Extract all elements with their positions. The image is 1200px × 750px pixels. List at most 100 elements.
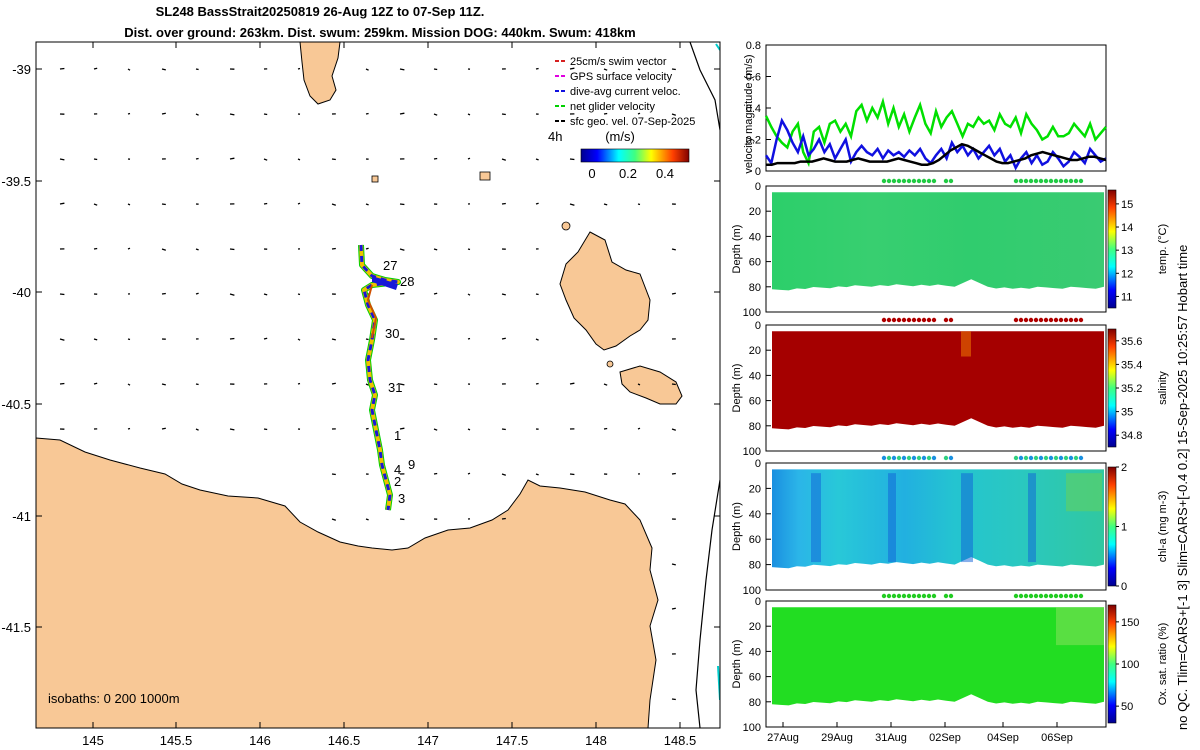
surface-sample-dot — [926, 593, 932, 599]
speed-colorbar-tick: 0.4 — [656, 166, 674, 181]
surface-velocity-arrow — [263, 113, 268, 116]
surface-sample-dot — [921, 317, 927, 323]
surface-velocity-arrow — [637, 203, 641, 206]
surface-velocity-arrow — [93, 203, 98, 206]
colorbar-label: salinity — [1157, 371, 1169, 405]
surface-sample-dot — [1023, 593, 1029, 599]
surface-velocity-arrow — [263, 428, 268, 431]
map-lat-tick-label: -40 — [12, 285, 31, 300]
surface-sample-dot — [1058, 593, 1064, 599]
surface-sample-dot — [943, 455, 949, 461]
section-data-area — [772, 331, 1104, 430]
map-lon-tick-label: 148.5 — [664, 733, 697, 748]
surface-sample-dot — [948, 455, 954, 461]
depth-tick-label: 80 — [749, 560, 761, 572]
surface-velocity-arrow — [467, 293, 471, 296]
track-current — [359, 244, 400, 511]
surface-velocity-arrow — [535, 338, 539, 341]
surface-velocity-arrow — [365, 338, 369, 341]
depth-tick-label: 80 — [749, 697, 761, 709]
day-label: 28 — [400, 274, 414, 289]
surface-sample-dot — [921, 455, 927, 461]
depth-tick-label: 100 — [743, 307, 761, 319]
surface-velocity-arrow — [365, 247, 369, 250]
surface-velocity-arrow — [195, 428, 199, 431]
surface-sample-dot — [1033, 178, 1039, 184]
surface-sample-dot — [916, 455, 922, 461]
surface-sample-dot — [1078, 593, 1084, 599]
surface-velocity-arrow — [603, 68, 608, 71]
surface-sample-dot — [1063, 317, 1069, 323]
surface-velocity-arrow — [467, 472, 471, 475]
surface-sample-dot — [891, 317, 897, 323]
surface-velocity-arrow — [93, 67, 98, 70]
legend-label: sfc geo. vel. 07-Sep-2025 — [570, 116, 695, 128]
depth-tick-label: 20 — [749, 483, 761, 495]
section-data-area — [772, 607, 1104, 706]
legend-label: 25cm/s swim vector — [570, 56, 667, 68]
surface-velocity-arrow — [297, 293, 301, 296]
surface-velocity-arrow — [297, 158, 301, 161]
section-colorbar — [1107, 466, 1117, 587]
surface-velocity-arrow — [399, 383, 405, 386]
surface-velocity-arrow — [433, 292, 438, 295]
surface-sample-dot — [1038, 593, 1044, 599]
surface-sample-dot — [906, 178, 912, 184]
surface-sample-dot — [901, 455, 907, 461]
velocity-magnitude-panel: 0 0.2 0.4 0.6 0.8 velocity magnitude (m/s) — [743, 40, 1107, 178]
surface-velocity-arrow — [637, 112, 641, 115]
surface-sample-dot — [1053, 178, 1059, 184]
depth-tick-label: 20 — [749, 206, 761, 218]
surface-velocity-arrow — [331, 158, 336, 161]
section-data-area — [772, 192, 1104, 291]
surface-velocity-arrow — [161, 383, 166, 386]
surface-sample-dot — [926, 317, 932, 323]
time-tick-label: 29Aug — [821, 732, 853, 744]
depth-tick-label: 100 — [743, 722, 761, 734]
surface-velocity-arrow — [365, 203, 369, 206]
surface-velocity-arrow — [297, 202, 301, 205]
colorbar-tick-label: 50 — [1121, 701, 1133, 713]
surface-sample-dot — [1078, 455, 1084, 461]
surface-sample-dot — [1048, 178, 1054, 184]
surface-sample-dot — [943, 593, 949, 599]
colorbar-tick-label: 11 — [1121, 291, 1132, 303]
surface-velocity-arrows — [59, 67, 676, 701]
track-current-arrow — [372, 276, 398, 290]
surface-velocity-arrow — [195, 383, 199, 386]
surface-velocity-arrow — [399, 203, 405, 206]
surface-sample-dot — [948, 178, 954, 184]
surface-velocity-arrow — [229, 157, 235, 160]
surface-sample-dot — [1028, 455, 1034, 461]
day-label: 4 — [394, 462, 401, 477]
surface-velocity-arrow — [229, 293, 235, 296]
time-tick-label: 06Sep — [1041, 732, 1073, 744]
surface-sample-dot — [911, 455, 917, 461]
map-lon-tick-label: 145.5 — [160, 733, 193, 748]
map-lon-tick-label: 147.5 — [496, 733, 529, 748]
colorbar-tick-label: 0 — [1121, 581, 1127, 593]
surface-velocity-arrow — [229, 113, 235, 116]
depth-tick-label: 40 — [749, 231, 761, 243]
surface-sample-dot — [881, 593, 887, 599]
surface-sample-dot — [1063, 178, 1069, 184]
surface-sample-dot — [891, 455, 897, 461]
legend-label: GPS surface velocity — [570, 71, 673, 83]
surface-velocity-arrow — [195, 113, 199, 116]
day-label: 31 — [388, 380, 402, 395]
surface-sample-dot — [1018, 317, 1024, 323]
surface-velocity-arrow — [93, 338, 98, 341]
surface-velocity-arrow — [399, 112, 405, 115]
velocity-y-tick: 0 — [755, 166, 761, 178]
surface-velocity-arrow — [467, 113, 471, 116]
surface-velocity-arrow — [59, 202, 65, 205]
surface-sample-dot — [906, 593, 912, 599]
colorbar-tick-label: 35.2 — [1121, 383, 1142, 395]
surface-velocity-arrow — [671, 698, 676, 701]
surface-velocity-arrow — [59, 338, 65, 341]
map-lon-tick-label: 147 — [417, 733, 439, 748]
surface-velocity-arrow — [263, 293, 268, 296]
surface-velocity-arrow — [501, 473, 506, 476]
surface-velocity-arrow — [127, 203, 131, 206]
colorbar-label: chl-a (mg m-3) — [1157, 491, 1169, 563]
